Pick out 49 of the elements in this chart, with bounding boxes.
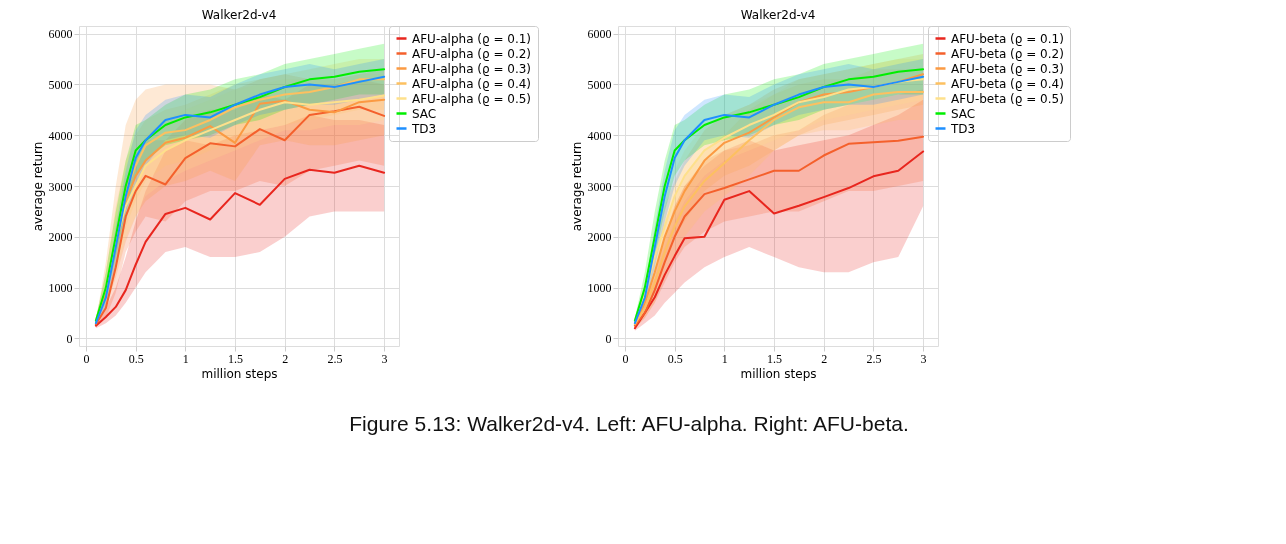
x-tick-label: 2: [821, 351, 828, 366]
y-tick-label: 2000: [587, 230, 612, 245]
legend-label: SAC: [412, 106, 437, 121]
y-tick-label: 2000: [48, 230, 73, 245]
y-axis-title: average return: [30, 141, 45, 232]
legend-label: AFU-alpha (ϱ = 0.3): [412, 61, 532, 76]
legend-label: AFU-alpha (ϱ = 0.4): [412, 76, 532, 91]
legend-label: AFU-alpha (ϱ = 0.2): [412, 46, 532, 61]
y-tick-label: 3000: [587, 179, 612, 194]
x-tick-label: 1: [721, 351, 728, 366]
x-tick-label: 3: [381, 351, 388, 366]
x-tick-label: 3: [920, 351, 927, 366]
y-tick-label: 6000: [587, 27, 612, 42]
x-tick-label: 2: [282, 351, 289, 366]
x-tick-label: 2.5: [866, 351, 882, 366]
x-tick-label: 1.5: [767, 351, 783, 366]
y-tick-label: 0: [605, 331, 612, 346]
y-tick-label: 5000: [587, 77, 612, 92]
y-axis-title: average return: [569, 141, 584, 232]
x-tick-label: 1.5: [228, 351, 244, 366]
x-tick-label: 0.5: [667, 351, 683, 366]
y-tick-label: 4000: [587, 128, 612, 143]
y-tick-label: 4000: [48, 128, 73, 143]
legend-label: AFU-alpha (ϱ = 0.1): [412, 31, 532, 46]
legend-label: SAC: [951, 106, 976, 121]
legend-label: AFU-beta (ϱ = 0.1): [951, 31, 1064, 46]
x-tick-label: 0: [83, 351, 90, 366]
y-tick-label: 0: [66, 331, 73, 346]
y-tick-label: 5000: [48, 77, 73, 92]
legend-label: AFU-alpha (ϱ = 0.5): [412, 91, 532, 106]
caption: Figure 5.13: Walker2d-v4. Left: AFU-alpha. Right: AFU-beta.: [349, 412, 909, 435]
x-tick-label: 2.5: [327, 351, 343, 366]
legend-label: AFU-beta (ϱ = 0.2): [951, 46, 1064, 61]
y-tick-label: 1000: [587, 281, 612, 296]
x-tick-label: 0: [622, 351, 629, 366]
legend-label: AFU-beta (ϱ = 0.3): [951, 61, 1064, 76]
legend-label: AFU-beta (ϱ = 0.5): [951, 91, 1064, 106]
x-tick-label: 0.5: [128, 351, 144, 366]
chart-title: Walker2d-v4: [201, 7, 277, 22]
y-tick-label: 3000: [48, 179, 73, 194]
legend-label: TD3: [950, 121, 976, 136]
legend-label: TD3: [411, 121, 437, 136]
y-tick-label: 6000: [48, 27, 73, 42]
x-axis-title: million steps: [201, 366, 278, 381]
x-axis-title: million steps: [740, 366, 817, 381]
x-tick-label: 1: [182, 351, 189, 366]
y-tick-label: 1000: [48, 281, 73, 296]
legend-label: AFU-beta (ϱ = 0.4): [951, 76, 1064, 91]
chart-title: Walker2d-v4: [740, 7, 816, 22]
